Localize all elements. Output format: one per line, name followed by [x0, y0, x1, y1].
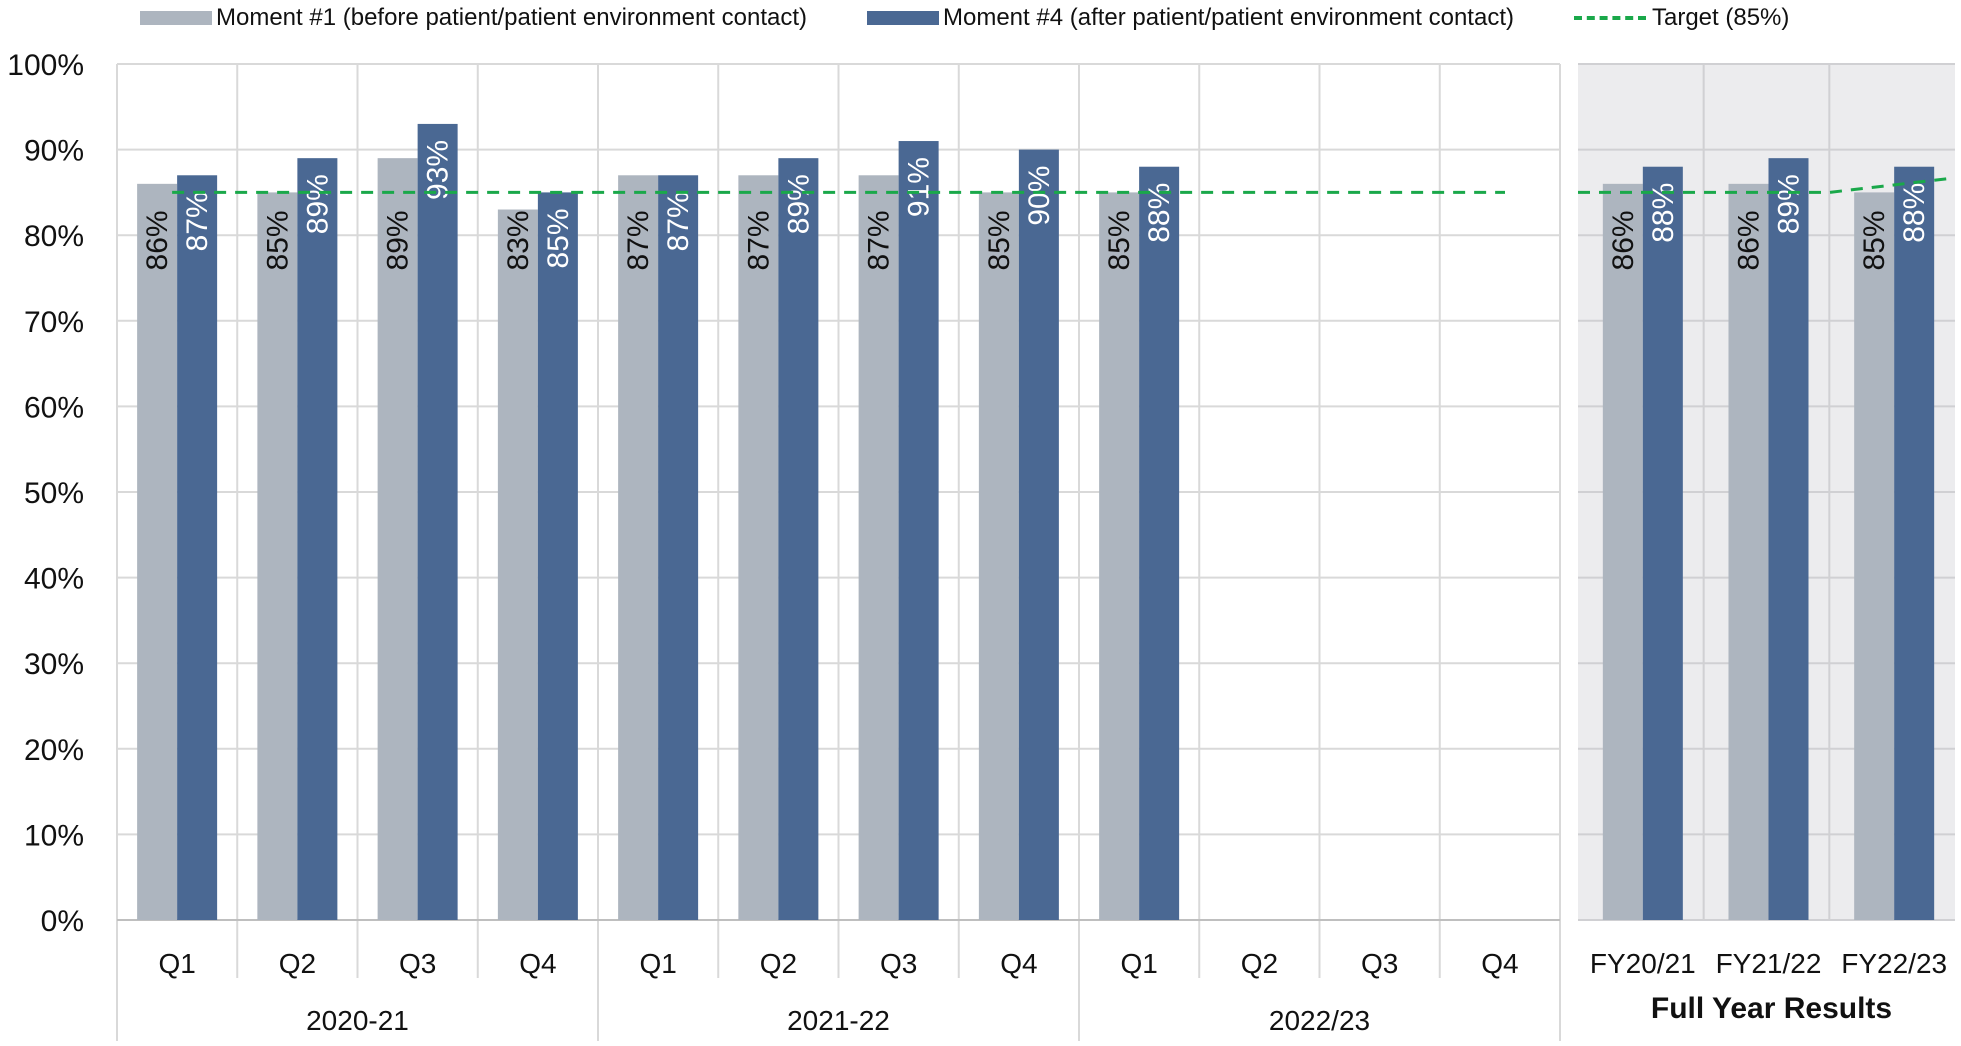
- bar-moment-1: [618, 175, 659, 920]
- data-label-full-year-moment-1: 86%: [1733, 210, 1766, 270]
- full-year-title: Full Year Results: [1651, 992, 1892, 1025]
- x-tick-label: Q1: [158, 948, 195, 979]
- legend-label-moment-4: Moment #4 (after patient/patient environ…: [943, 4, 1514, 31]
- x-tick-label: Q2: [1241, 948, 1278, 979]
- bar-moment-1: [257, 192, 298, 920]
- data-label-moment-1: 89%: [382, 210, 415, 270]
- bar-moment-4: [898, 141, 939, 921]
- data-label-moment-1: 85%: [983, 210, 1016, 270]
- full-year-tick-label: FY20/21: [1590, 948, 1696, 979]
- data-label-moment-1: 83%: [502, 210, 535, 270]
- full-year-tick-label: FY21/22: [1716, 948, 1822, 979]
- data-label-moment-4: 89%: [301, 174, 334, 234]
- bar-moment-4: [1139, 166, 1180, 921]
- bar-moment-4: [537, 192, 578, 920]
- y-tick-label: 10%: [24, 819, 84, 852]
- data-label-full-year-moment-1: 86%: [1607, 210, 1640, 270]
- legend-label-moment-1: Moment #1 (before patient/patient enviro…: [216, 4, 807, 31]
- x-tick-label: Q4: [1000, 948, 1037, 979]
- x-tick-label: Q1: [639, 948, 676, 979]
- y-tick-label: 0%: [41, 905, 84, 938]
- bar-moment-4: [1018, 149, 1059, 921]
- legend-item-moment-4: Moment #4 (after patient/patient environ…: [867, 4, 1514, 32]
- bar-moment-1: [377, 158, 418, 920]
- data-label-moment-4: 89%: [782, 174, 815, 234]
- data-label-moment-4: 85%: [542, 208, 575, 268]
- data-label-moment-1: 85%: [261, 210, 294, 270]
- bar-full-year-moment-1: [1728, 183, 1769, 921]
- bar-moment-1: [858, 175, 899, 920]
- y-tick-label: 90%: [24, 135, 84, 168]
- data-label-moment-4: 90%: [1023, 166, 1056, 226]
- bar-moment-4: [778, 158, 819, 920]
- x-tick-label: Q2: [760, 948, 797, 979]
- y-tick-label: 100%: [7, 49, 84, 82]
- legend-swatch-moment-4: [867, 11, 939, 25]
- legend-label-target: Target (85%): [1651, 4, 1790, 31]
- data-label-moment-1: 85%: [1103, 210, 1136, 270]
- data-label-moment-1: 86%: [141, 210, 174, 270]
- data-label-moment-4: 87%: [181, 191, 214, 251]
- x-tick-label: Q4: [1481, 948, 1518, 979]
- data-label-full-year-moment-1: 85%: [1858, 210, 1891, 270]
- bar-moment-1: [1099, 192, 1140, 920]
- legend-item-moment-1: Moment #1 (before patient/patient enviro…: [140, 4, 807, 32]
- bar-moment-4: [417, 123, 458, 921]
- bar-full-year-moment-1: [1854, 192, 1895, 920]
- legend: Moment #1 (before patient/patient enviro…: [140, 4, 1849, 32]
- x-tick-label: Q2: [279, 948, 316, 979]
- data-label-moment-4: 91%: [903, 157, 936, 217]
- bar-full-year-moment-4: [1768, 158, 1809, 920]
- y-tick-label: 50%: [24, 477, 84, 510]
- bar-moment-4: [297, 158, 338, 920]
- data-label-moment-1: 87%: [742, 210, 775, 270]
- bar-full-year-moment-4: [1642, 166, 1683, 921]
- x-tick-label: Q3: [880, 948, 917, 979]
- bar-moment-1: [497, 209, 538, 920]
- group-label: 2021-22: [787, 1005, 890, 1036]
- data-label-moment-1: 87%: [863, 210, 896, 270]
- bar-moment-1: [738, 175, 779, 920]
- y-tick-label: 20%: [24, 734, 84, 767]
- x-tick-label: Q4: [519, 948, 556, 979]
- data-label-full-year-moment-4: 89%: [1773, 174, 1806, 234]
- y-tick-label: 40%: [24, 563, 84, 596]
- bar-full-year-moment-1: [1602, 183, 1643, 921]
- bar-moment-1: [978, 192, 1019, 920]
- x-tick-label: Q3: [399, 948, 436, 979]
- group-label: 2022/23: [1269, 1005, 1370, 1036]
- bar-moment-4: [658, 175, 699, 920]
- data-label-full-year-moment-4: 88%: [1898, 183, 1931, 243]
- full-year-tick-label: FY22/23: [1841, 948, 1947, 979]
- y-tick-label: 60%: [24, 391, 84, 424]
- data-label-moment-1: 87%: [622, 210, 655, 270]
- bar-moment-4: [177, 175, 218, 920]
- group-label: 2020-21: [306, 1005, 409, 1036]
- data-label-moment-4: 93%: [422, 140, 455, 200]
- y-tick-label: 30%: [24, 648, 84, 681]
- legend-swatch-target: [1573, 16, 1646, 20]
- x-tick-label: Q3: [1361, 948, 1398, 979]
- y-tick-label: 80%: [24, 220, 84, 253]
- legend-swatch-moment-1: [140, 11, 212, 25]
- bar-moment-1: [137, 183, 178, 921]
- bar-full-year-moment-4: [1894, 166, 1935, 921]
- x-tick-label: Q1: [1120, 948, 1157, 979]
- y-tick-label: 70%: [24, 306, 84, 339]
- data-label-moment-4: 87%: [662, 191, 695, 251]
- legend-item-target: Target (85%): [1573, 4, 1790, 32]
